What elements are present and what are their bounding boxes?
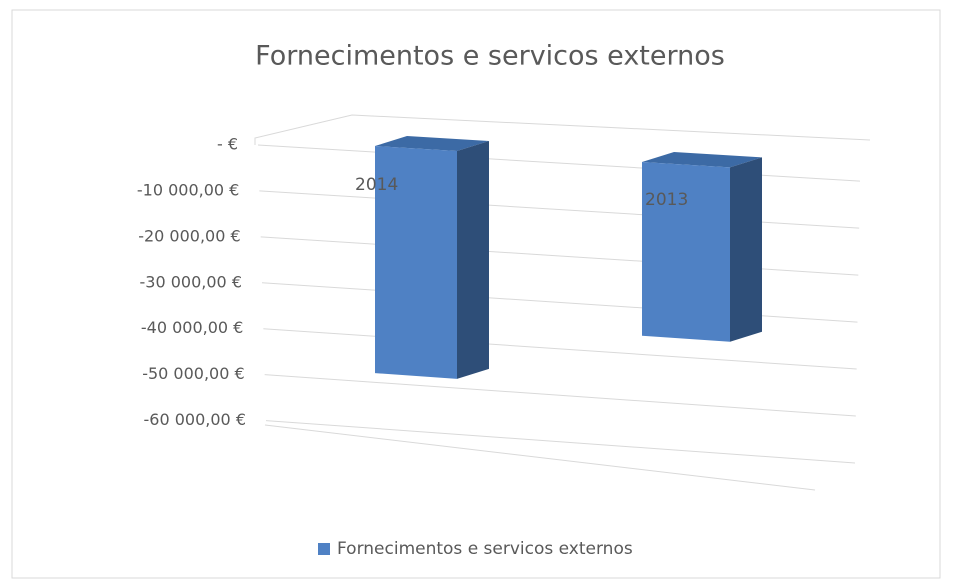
back-wall — [254, 114, 871, 145]
floor-edge — [264, 424, 816, 491]
y-tick-label: -40 000,00 € — [141, 318, 243, 337]
y-tick-label: -30 000,00 € — [140, 272, 242, 291]
legend-swatch — [318, 543, 330, 555]
grid-line — [264, 374, 856, 417]
bar — [642, 162, 730, 342]
chart-title: Fornecimentos e servicos externos — [255, 41, 725, 72]
x-tick-label: 2013 — [645, 190, 688, 210]
y-tick-label: -50 000,00 € — [142, 364, 244, 383]
bar-side — [730, 157, 762, 342]
legend-label: Fornecimentos e servicos externos — [337, 539, 633, 559]
y-tick-label: -10 000,00 € — [137, 180, 239, 199]
grid-line — [265, 420, 856, 464]
bar-top — [375, 136, 489, 151]
y-tick-label: -60 000,00 € — [144, 410, 246, 429]
x-tick-label: 2014 — [355, 175, 398, 195]
bar-top — [642, 152, 762, 168]
y-tick-label: - € — [217, 135, 238, 154]
bar-side — [457, 140, 489, 379]
bar — [375, 146, 457, 379]
y-tick-label: -20 000,00 € — [138, 226, 240, 245]
grid-line — [263, 328, 857, 370]
